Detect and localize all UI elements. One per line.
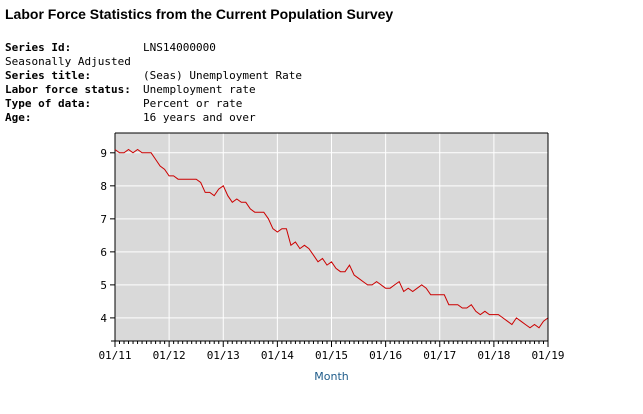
x-tick-label: 01/11 bbox=[98, 349, 131, 362]
labor-force-status-label: Labor force status: bbox=[5, 83, 131, 96]
age-label: Age: bbox=[5, 111, 32, 124]
x-tick-label: 01/19 bbox=[531, 349, 564, 362]
x-tick-label: 01/15 bbox=[315, 349, 348, 362]
x-tick-label: 01/14 bbox=[261, 349, 294, 362]
x-axis-label: Month bbox=[314, 370, 349, 383]
series-title-label: Series title: bbox=[5, 69, 92, 82]
y-tick-label: 6 bbox=[100, 246, 107, 259]
age-value: 16 years and over bbox=[143, 111, 256, 124]
y-tick-label: 9 bbox=[100, 147, 107, 160]
x-tick-label: 01/18 bbox=[477, 349, 510, 362]
y-tick-label: 8 bbox=[100, 180, 107, 193]
series-id-label: Series Id: bbox=[5, 41, 72, 54]
page-title: Labor Force Statistics from the Current … bbox=[5, 6, 394, 22]
x-tick-label: 01/16 bbox=[369, 349, 402, 362]
series-id-value: LNS14000000 bbox=[143, 41, 216, 54]
type-of-data-label: Type of data: bbox=[5, 97, 92, 110]
labor-force-status-value: Unemployment rate bbox=[143, 83, 256, 96]
x-tick-label: 01/13 bbox=[207, 349, 240, 362]
x-tick-label: 01/17 bbox=[423, 349, 456, 362]
type-of-data-value: Percent or rate bbox=[143, 97, 243, 110]
adjustment-text: Seasonally Adjusted bbox=[5, 55, 131, 68]
series-title-value: (Seas) Unemployment Rate bbox=[143, 69, 302, 82]
y-tick-label: 4 bbox=[100, 312, 107, 325]
series-line-unemployment-rate bbox=[114, 148, 549, 329]
y-tick-label: 7 bbox=[100, 213, 107, 226]
y-tick-label: 5 bbox=[100, 279, 107, 292]
x-tick-label: 01/12 bbox=[153, 349, 186, 362]
